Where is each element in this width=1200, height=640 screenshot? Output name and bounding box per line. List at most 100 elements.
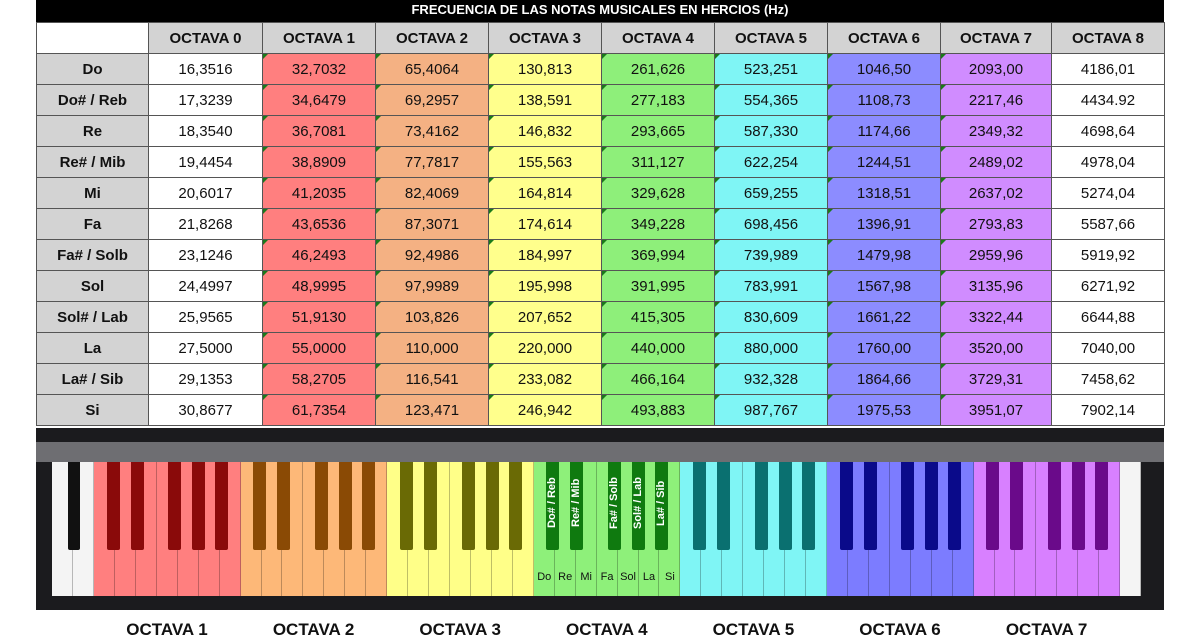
frequency-value: 16,3516 [178, 60, 233, 78]
black-key[interactable] [925, 462, 939, 550]
black-key[interactable] [130, 462, 144, 550]
frequency-value: 1864,66 [856, 370, 912, 388]
frequency-cell: 391,995 [601, 270, 715, 302]
frequency-value: 6271,92 [1080, 277, 1136, 295]
black-key[interactable] [314, 462, 328, 550]
frequency-value: 277,183 [630, 91, 686, 109]
black-key[interactable] [1095, 462, 1109, 550]
frequency-value: 19,4454 [178, 153, 233, 171]
frequency-cell: 58,2705 [262, 363, 376, 395]
frequency-cell: 4698,64 [1051, 115, 1165, 147]
note-label: Mi [36, 177, 149, 209]
frequency-cell: 195,998 [488, 270, 602, 302]
black-key[interactable] [839, 462, 853, 550]
octave-label: OCTAVA 6 [859, 620, 941, 639]
frequency-value: 1174,66 [857, 122, 911, 140]
black-key[interactable] [399, 462, 413, 550]
black-key[interactable] [863, 462, 877, 550]
black-key[interactable] [692, 462, 706, 550]
black-key[interactable] [901, 462, 915, 550]
black-key[interactable] [801, 462, 815, 550]
cell-marker [489, 209, 494, 214]
black-key[interactable] [778, 462, 792, 550]
cell-marker [715, 333, 720, 338]
frequency-value: 1244,51 [856, 153, 912, 171]
black-key[interactable] [461, 462, 475, 550]
black-key[interactable] [717, 462, 731, 550]
black-key[interactable] [508, 462, 522, 550]
frequency-cell: 5274,04 [1051, 177, 1165, 209]
frequency-value: 1975,53 [856, 401, 912, 419]
frequency-value: 329,628 [630, 184, 686, 202]
cell-marker [602, 147, 607, 152]
frequency-cell: 7458,62 [1051, 363, 1165, 395]
cell-marker [941, 116, 946, 121]
frequency-cell: 1975,53 [827, 394, 941, 426]
column-header: OCTAVA 3 [488, 22, 602, 54]
white-key[interactable] [1120, 462, 1141, 596]
black-key[interactable]: Re# / Mib [570, 462, 584, 550]
cell-marker [602, 302, 607, 307]
black-key[interactable] [215, 462, 229, 550]
black-key[interactable]: Do# / Reb [546, 462, 560, 550]
frequency-cell: 17,3239 [148, 84, 263, 116]
frequency-cell: 23,1246 [148, 239, 263, 271]
black-key[interactable] [362, 462, 376, 550]
cell-marker [376, 209, 381, 214]
frequency-value: 5587,66 [1080, 215, 1136, 233]
frequency-cell: 65,4064 [375, 53, 489, 85]
frequency-value: 4978,04 [1080, 153, 1136, 171]
black-key[interactable]: Fa# / Solb [608, 462, 622, 550]
black-key[interactable] [339, 462, 353, 550]
black-key[interactable]: Sol# / Lab [632, 462, 646, 550]
black-key[interactable] [754, 462, 768, 550]
table-row: Do 16,3516 32,7032 65,4064 130,813 261,626 523… [36, 53, 1165, 85]
frequency-cell: 783,991 [714, 270, 828, 302]
cell-marker [715, 271, 720, 276]
note-label: La [36, 332, 149, 364]
black-key[interactable] [192, 462, 206, 550]
cell-marker [828, 54, 833, 59]
cell-marker [376, 271, 381, 276]
cell-marker [715, 302, 720, 307]
black-key[interactable]: La# / Sib [655, 462, 669, 550]
frequency-value: 7040,00 [1080, 339, 1136, 357]
black-key[interactable] [1010, 462, 1024, 550]
cell-marker [489, 364, 494, 369]
frequency-value: 466,164 [630, 370, 686, 388]
black-key[interactable] [277, 462, 291, 550]
cell-marker [941, 333, 946, 338]
black-key[interactable] [485, 462, 499, 550]
frequency-cell: 174,614 [488, 208, 602, 240]
frequency-value: 207,652 [517, 308, 573, 326]
white-key-label: La [642, 571, 656, 583]
cell-marker [715, 364, 720, 369]
frequency-value: 138,591 [517, 91, 573, 109]
frequency-value: 82,4069 [404, 184, 460, 202]
cell-marker [828, 240, 833, 245]
black-key[interactable] [1047, 462, 1061, 550]
black-key[interactable] [948, 462, 962, 550]
black-key[interactable] [68, 462, 80, 550]
frequency-cell: 311,127 [601, 146, 715, 178]
black-key[interactable] [1072, 462, 1086, 550]
note-label: Sol [36, 270, 149, 302]
note-label: Si [36, 394, 149, 426]
frequency-value: 24,4997 [178, 277, 233, 295]
frequency-value: 130,813 [517, 60, 573, 78]
cell-marker [941, 364, 946, 369]
black-key[interactable] [168, 462, 182, 550]
black-key[interactable] [986, 462, 1000, 550]
frequency-value: 116,541 [405, 370, 459, 388]
cell-marker [263, 85, 268, 90]
black-key[interactable] [253, 462, 267, 550]
frequency-value: 987,767 [743, 401, 799, 419]
black-key[interactable] [106, 462, 120, 550]
frequency-value: 97,9989 [404, 277, 460, 295]
frequency-cell: 4186,01 [1051, 53, 1165, 85]
frequency-value: 32,7032 [291, 60, 347, 78]
frequency-cell: 2489,02 [940, 146, 1052, 178]
white-key-label: Do [537, 571, 552, 583]
frequency-value: 195,998 [517, 277, 573, 295]
black-key[interactable] [423, 462, 437, 550]
